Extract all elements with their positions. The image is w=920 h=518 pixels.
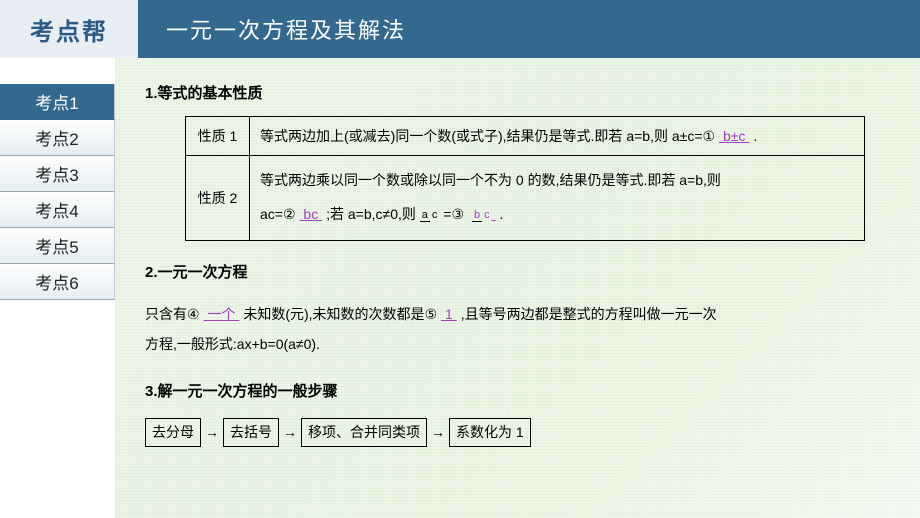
nav-item-5[interactable]: 考点5 [0,228,115,264]
answer-5: 1 [437,306,461,322]
sidebar: 考点1 考点2 考点3 考点4 考点5 考点6 [0,58,115,518]
nav-item-6[interactable]: 考点6 [0,264,115,300]
arrow-icon: → [205,421,219,443]
answer-3: bc [468,206,500,222]
arrow-icon: → [431,421,445,443]
section-2-heading: 2.一元一次方程 [145,261,886,285]
table-row: 性质 2 等式两边乘以同一个数或除以同一个不为 0 的数,结果仍是等式.即若 a… [186,156,865,240]
prop1-content: 等式两边加上(或减去)同一个数(或式子),结果仍是等式.即若 a=b,则 a±c… [250,117,865,156]
section-1-heading: 1.等式的基本性质 [145,82,886,106]
answer-1: b±c [715,128,753,144]
section-2-para: 只含有④ 一个 未知数(元),未知数的次数都是⑤ 1 ,且等号两边都是整式的方程… [145,299,886,361]
step-box: 去括号 [223,418,279,446]
nav-item-1[interactable]: 考点1 [0,84,115,120]
answer-4: 一个 [200,306,244,322]
section-3-heading: 3.解一元一次方程的一般步骤 [145,380,886,404]
arrow-icon: → [283,421,297,443]
page-title: 一元一次方程及其解法 [138,13,406,45]
solve-steps-flow: 去分母 → 去括号 → 移项、合并同类项 → 系数化为 1 [145,418,886,446]
prop2-content: 等式两边乘以同一个数或除以同一个不为 0 的数,结果仍是等式.即若 a=b,则 … [250,156,865,240]
prop2-label: 性质 2 [186,156,250,240]
properties-table: 性质 1 等式两边加上(或减去)同一个数(或式子),结果仍是等式.即若 a=b,… [185,116,865,241]
nav-item-4[interactable]: 考点4 [0,192,115,228]
answer-2: bc [296,206,327,222]
header-bar: 考点帮 一元一次方程及其解法 [0,0,920,58]
prop1-label: 性质 1 [186,117,250,156]
step-box: 移项、合并同类项 [301,418,427,446]
step-box: 系数化为 1 [449,418,531,446]
table-row: 性质 1 等式两边加上(或减去)同一个数(或式子),结果仍是等式.即若 a=b,… [186,117,865,156]
nav-item-2[interactable]: 考点2 [0,120,115,156]
step-box: 去分母 [145,418,201,446]
nav-item-3[interactable]: 考点3 [0,156,115,192]
content-area: 1.等式的基本性质 性质 1 等式两边加上(或减去)同一个数(或式子),结果仍是… [115,58,920,518]
brand-logo: 考点帮 [0,0,138,58]
fraction-a-c: ac [420,210,440,221]
